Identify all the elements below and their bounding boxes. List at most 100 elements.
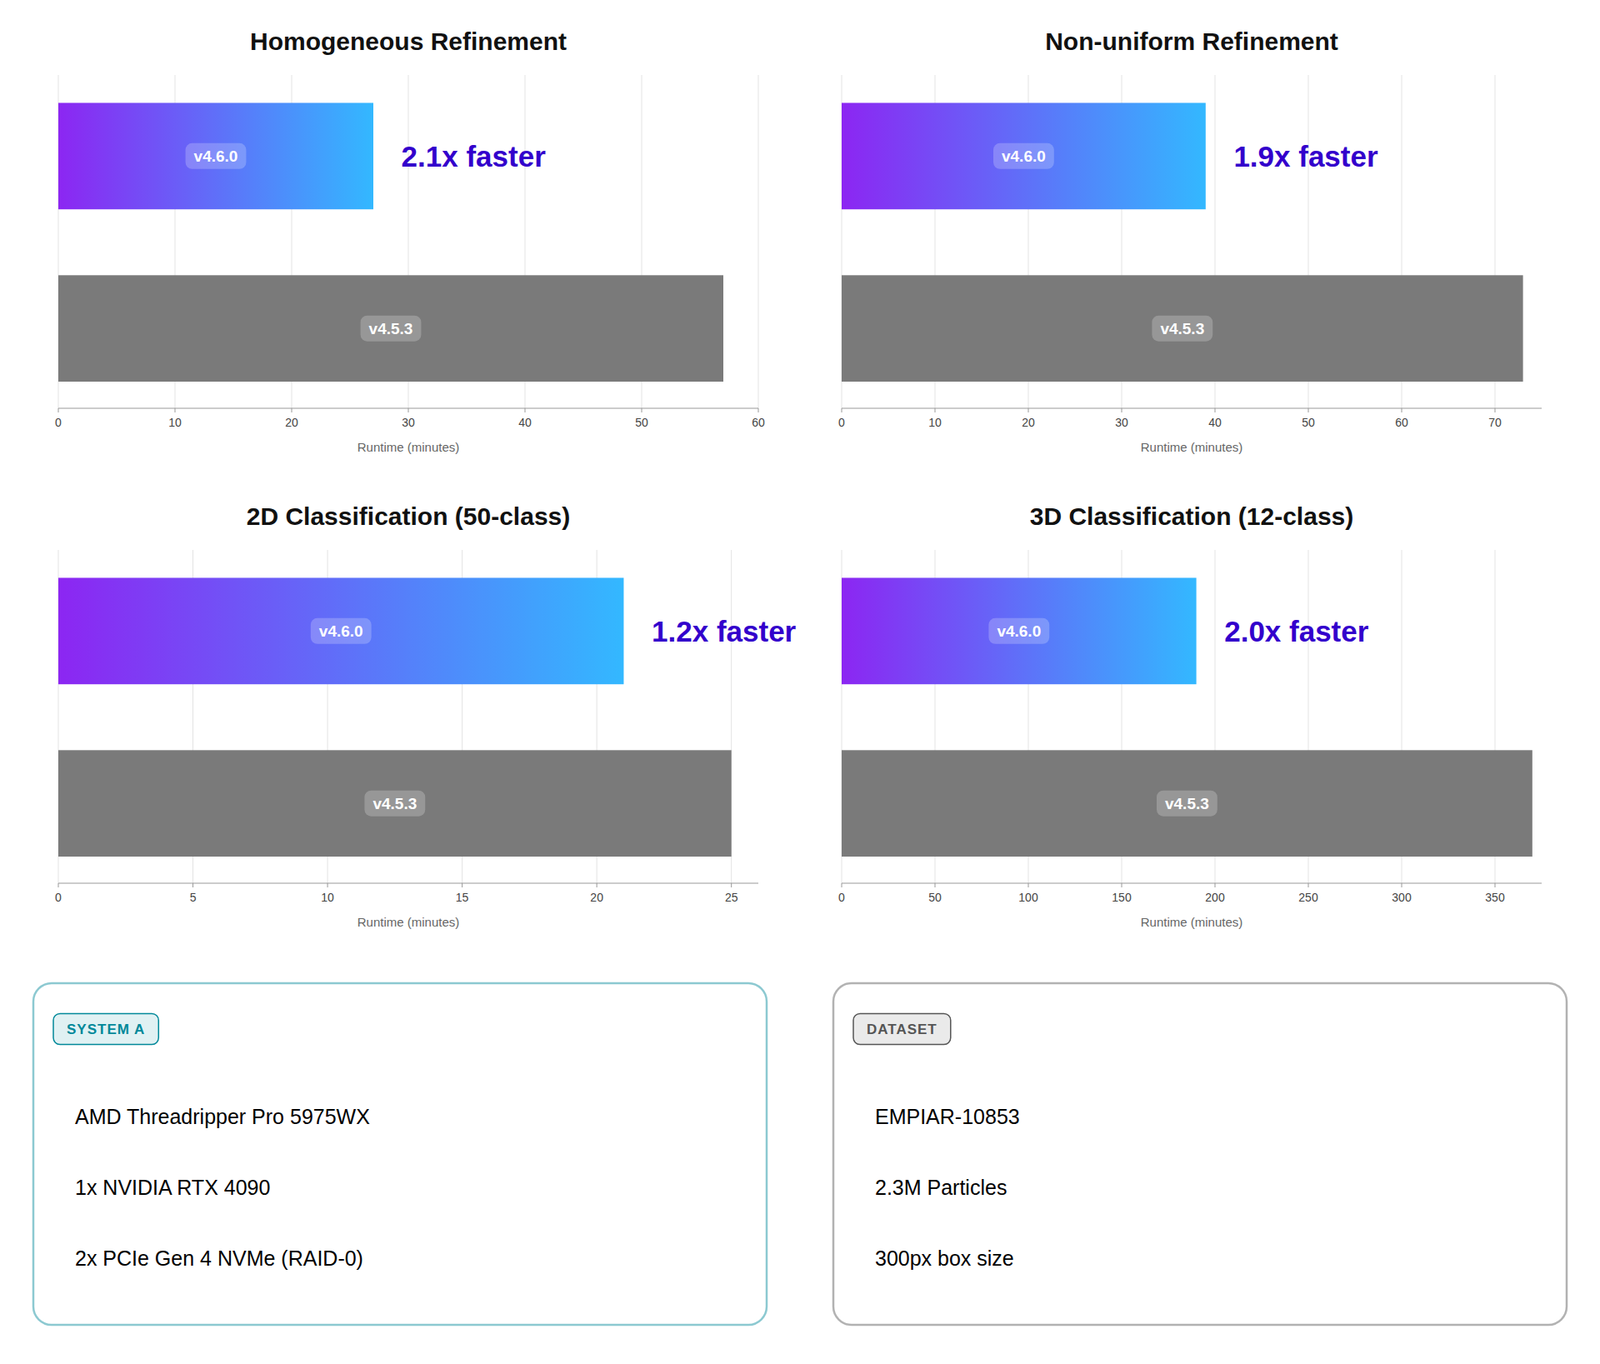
chart-title: Non-uniform Refinement [1045, 27, 1339, 55]
speedup-annotation: 1.2x faster [651, 615, 797, 648]
chart-panel: Non-uniform Refinement v4.6.0 v4.5.3 1.9x f… [838, 27, 1542, 455]
chart-title: 3D Classification (12-class) [1030, 502, 1355, 530]
info-box-frame [33, 983, 767, 1325]
bar-labels: v4.6.0 v4.5.3 [993, 143, 1213, 342]
tick-mark [461, 883, 463, 888]
info-line: EMPIAR-10853 [875, 1105, 1020, 1129]
info-line: 2x PCIe Gen 4 NVMe (RAID-0) [75, 1246, 364, 1270]
speedup-annotation: 2.1x faster [401, 140, 547, 173]
tick-mark [758, 408, 760, 413]
tick-mark [58, 883, 60, 888]
tick-label: 10 [320, 890, 335, 905]
category-label: v4.6.0 [996, 622, 1041, 640]
info-badge-label: SYSTEM A [66, 1021, 145, 1038]
tick-mark [58, 408, 60, 413]
info-line: 1x NVIDIA RTX 4090 [75, 1175, 270, 1200]
tick-label: 50 [1301, 415, 1315, 430]
tick-mark [1495, 408, 1496, 413]
tick-mark [408, 408, 410, 413]
chart-panel: 2D Classification (50-class)v4.6.0v4.5.3… [55, 502, 797, 930]
tick-label: 50 [635, 415, 649, 430]
tick-mark [1401, 408, 1403, 413]
info-badge [53, 1014, 159, 1045]
tick-label: 200 [1205, 890, 1225, 905]
label-background [1151, 315, 1213, 342]
bar [58, 102, 374, 210]
tick-label: 250 [1298, 890, 1319, 905]
tick-mark [1215, 883, 1216, 888]
tick-label: 0 [55, 890, 62, 905]
info-box-frame [833, 983, 1567, 1325]
chart-title: Homogeneous Refinement [250, 27, 567, 55]
tick-label: 25 [725, 890, 739, 905]
label-background [1156, 790, 1218, 817]
bar [58, 275, 724, 382]
tick-mark [1308, 883, 1310, 888]
speedup-annotation: 1.9x faster [1233, 140, 1379, 173]
tick-label: 60 [751, 415, 765, 430]
label-background [364, 790, 425, 817]
tick-mark [935, 408, 936, 413]
tick-label: 150 [1111, 890, 1132, 905]
category-label: v4.5.3 [369, 320, 414, 338]
tick-mark [1215, 408, 1216, 413]
x-axis-label: Runtime (minutes) [357, 915, 460, 930]
x-axis-label: Runtime (minutes) [357, 440, 460, 455]
tick-mark [291, 408, 293, 413]
bar [58, 750, 732, 857]
bar [841, 577, 1197, 685]
tick-mark [641, 408, 643, 413]
label-background [310, 618, 372, 645]
info-line: 2.3M Particles [875, 1175, 1007, 1200]
tick-mark [1308, 408, 1310, 413]
info-line: 300px box size [875, 1246, 1015, 1270]
tick-mark [730, 883, 732, 888]
tick-mark [841, 408, 843, 413]
tick-label: 10 [168, 415, 182, 430]
tick-label: 20 [285, 415, 299, 430]
tick-label: 40 [518, 415, 532, 430]
tick-mark [525, 408, 526, 413]
tick-label: 30 [1115, 415, 1129, 430]
info-line: AMD Threadripper Pro 5975WX [75, 1105, 370, 1129]
speedup-annotation: 2.0x faster [1224, 615, 1370, 648]
tick-mark [192, 883, 194, 888]
tick-label: 5 [190, 890, 197, 905]
bar [841, 750, 1533, 857]
bars [58, 102, 724, 382]
label-background [988, 618, 1050, 645]
figure: Homogeneous Refinement v4.6.0 v4.5.3 2.1x f… [0, 0, 1600, 1364]
x-axis-line [841, 408, 1542, 410]
category-label: v4.6.0 [319, 622, 364, 640]
bar-labels: v4.6.0v4.5.3 [310, 618, 425, 817]
tick-mark [596, 883, 598, 888]
tick-label: 60 [1395, 415, 1409, 430]
tick-label: 15 [455, 890, 470, 905]
x-axis-line [841, 883, 1542, 885]
x-axis-label: Runtime (minutes) [1140, 915, 1244, 930]
grid-line [758, 75, 760, 409]
tick-label: 350 [1485, 890, 1505, 905]
tick-mark [1028, 408, 1030, 413]
tick-mark [1121, 883, 1123, 888]
chart-panel: Homogeneous Refinement v4.6.0v4.5.32.1x f… [55, 27, 765, 455]
chart-panel: 3D Classification (12-class) v4.6.0 v4.5.3… [838, 502, 1542, 930]
category-label: v4.6.0 [1001, 147, 1046, 165]
tick-mark [1028, 883, 1030, 888]
info-box: DATASET EMPIAR-10853 2.3M Particles 300px b… [833, 983, 1567, 1325]
tick-mark [1495, 883, 1496, 888]
bar [841, 275, 1524, 382]
tick-label: 40 [1208, 415, 1222, 430]
tick-mark [175, 408, 176, 413]
category-label: v4.5.3 [1165, 795, 1210, 813]
tick-mark [1121, 408, 1123, 413]
bars [58, 577, 732, 857]
category-label: v4.5.3 [1160, 320, 1205, 338]
bar-labels: v4.6.0v4.5.3 [185, 143, 422, 342]
info-badge [853, 1014, 951, 1045]
bar-labels: v4.6.0 v4.5.3 [988, 618, 1217, 817]
tick-label: 0 [838, 415, 845, 430]
tick-label: 300 [1391, 890, 1412, 905]
tick-label: 100 [1018, 890, 1039, 905]
info-badge-label: DATASET [866, 1021, 938, 1038]
